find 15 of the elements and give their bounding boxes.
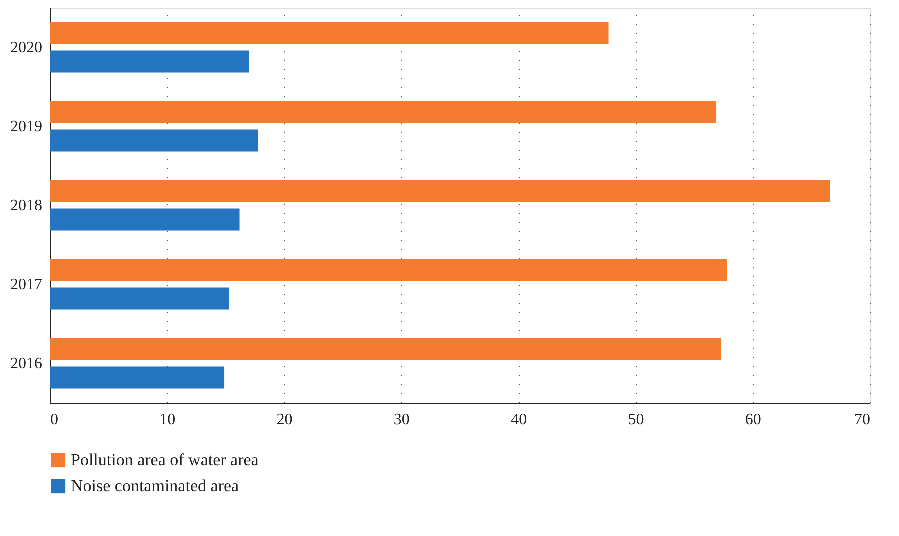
y-tick-label: 2017 <box>10 276 42 294</box>
x-tick-label: 50 <box>628 412 644 428</box>
legend-label: Noise contaminated area <box>71 476 240 496</box>
x-tick-label: 60 <box>745 412 762 428</box>
x-tick-label: 0 <box>50 412 58 428</box>
y-tick-label: 2019 <box>10 118 42 136</box>
y-tick-label: 2018 <box>10 198 42 214</box>
y-tick-label: 2016 <box>10 356 42 372</box>
legend-label: Pollution area of water area <box>71 450 260 470</box>
x-tick-label: 30 <box>394 412 410 428</box>
x-tick-label: 20 <box>276 412 293 428</box>
y-tick-label: 2020 <box>10 40 42 56</box>
x-tick-label: 40 <box>511 412 528 428</box>
x-tick-label: 70 <box>854 412 870 428</box>
x-tick-label: 10 <box>160 412 176 428</box>
